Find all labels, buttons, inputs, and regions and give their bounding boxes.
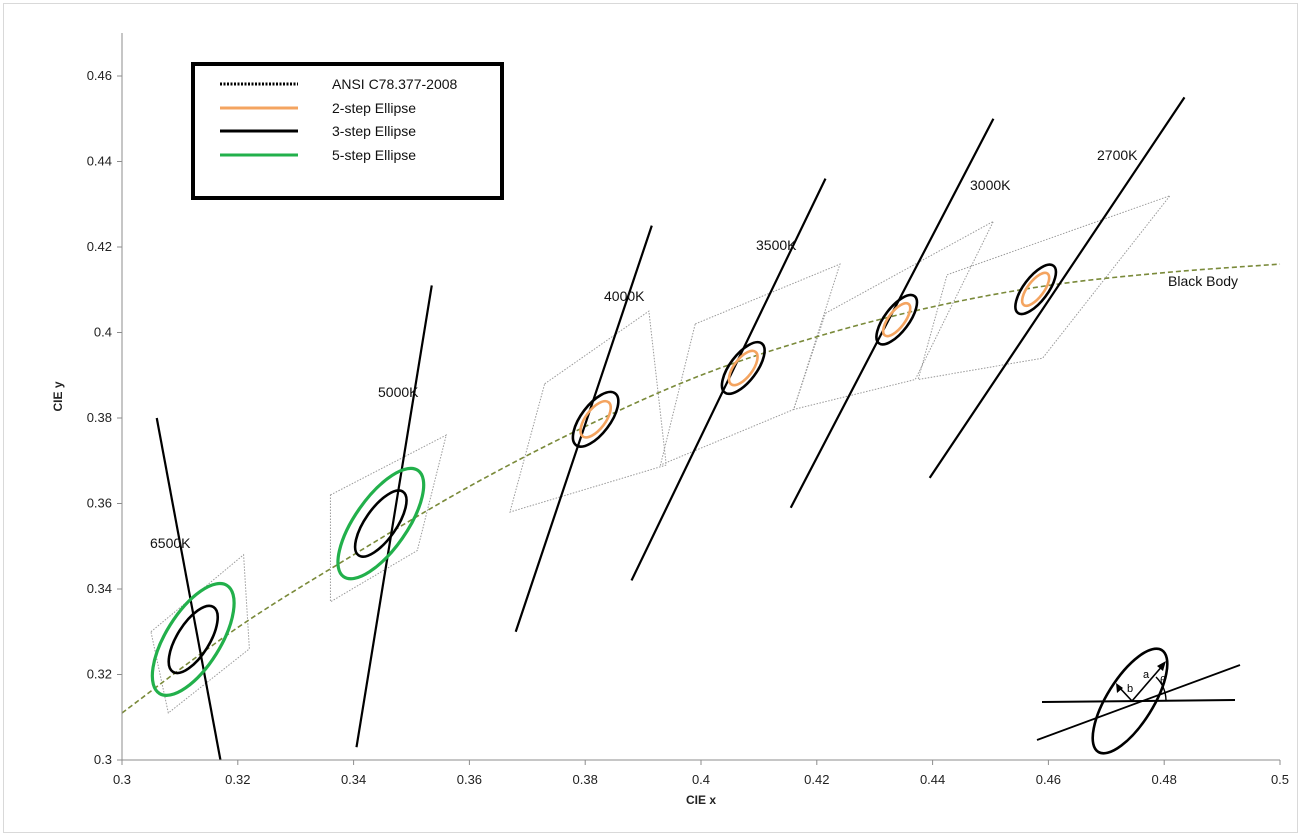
legend-label: 2-step Ellipse [332,100,416,116]
3-step-ellipse [353,489,408,558]
x-tick-label: 0.48 [1152,772,1177,787]
inset-ellipse [1091,647,1169,755]
y-tick-label: 0.38 [87,410,112,425]
ansi-quadrangle [329,434,447,603]
3-step-ellipse [875,293,919,346]
inset-b-arrowhead [1116,683,1123,693]
legend-label: 5-step Ellipse [332,147,416,163]
inset-label: a [1143,669,1150,681]
3-step-ellipse [167,604,219,675]
y-tick-label: 0.32 [87,667,112,682]
2-step-ellipse [579,399,613,439]
2-step-ellipse [881,301,912,338]
x-axis-title: CIE x [686,793,716,807]
cct-label: 3500K [756,237,797,253]
inset-theta-arc [1155,676,1167,701]
3-step-ellipse [571,390,620,448]
y-tick-label: 0.46 [87,68,112,83]
legend-label: ANSI C78.377-2008 [332,76,458,92]
y-tick-label: 0.36 [87,496,112,511]
ansi-quadrangles [150,194,1172,714]
x-tick-label: 0.46 [1036,772,1061,787]
5-step-ellipse [150,581,236,697]
cct-label: 2700K [1097,147,1138,163]
black-body-curve [121,263,1281,714]
legend-label: 3-step Ellipse [332,123,416,139]
5-step-ellipse [336,466,426,581]
2-step-ellipse [727,349,759,387]
x-tick-label: 0.34 [341,772,366,787]
x-tick-label: 0.44 [920,772,945,787]
y-tick-label: 0.3 [94,752,112,767]
inset-a-arrow [1131,663,1165,702]
inset-tilted-axis [1036,664,1241,741]
black-body-locus: Black Body [121,263,1281,714]
ansi-quadrangle [150,553,250,714]
isotherm-line [155,417,222,761]
x-tick-label: 0.38 [573,772,598,787]
y-tick-label: 0.34 [87,581,112,596]
x-tick-label: 0.36 [457,772,482,787]
3-step-ellipse [720,340,766,396]
y-axis-title: CIE y [51,381,65,411]
inset-label: b [1127,683,1133,695]
inset-label: θ [1160,675,1166,687]
ansi-quadrangle [659,263,841,466]
isotherm-line [514,225,653,633]
cct-label: 4000K [604,288,645,304]
cct-label: 3000K [970,177,1011,193]
macadam-ellipses [150,263,1058,697]
cct-label: 5000K [378,384,419,400]
chart-frame [3,3,1298,833]
cct-labels: 6500K 5000K 4000K 3500K 3000K 2700K [150,147,1138,551]
x-tick-label: 0.42 [804,772,829,787]
inset-a-arrowhead [1157,661,1166,671]
x-tick-label: 0.5 [1271,772,1289,787]
y-tick-label: 0.44 [87,154,112,169]
2-step-ellipse [1020,271,1051,308]
ellipse-parameter-inset: ab θ [1036,647,1241,755]
isotherm-lines [155,96,1186,761]
legend: ANSI C78.377-2008 2-step Ellipse 3-step El… [191,62,504,200]
x-tick-label: 0.4 [692,772,710,787]
ansi-quadrangle [917,194,1172,381]
inset-horizontal-axis [1041,699,1236,703]
y-tick-label: 0.4 [94,325,112,340]
axes: 0.3 0.32 0.34 0.36 0.38 0.4 0.42 0.44 0.46 0.48 0.… [51,33,1289,807]
x-tick-label: 0.32 [225,772,250,787]
3-step-ellipse [1014,263,1058,316]
isotherm-line [928,96,1186,479]
cct-label: 6500K [150,535,191,551]
black-body-label: Black Body [1168,273,1238,289]
y-tick-label: 0.42 [87,239,112,254]
x-tick-label: 0.3 [113,772,131,787]
isotherm-line [355,285,433,748]
